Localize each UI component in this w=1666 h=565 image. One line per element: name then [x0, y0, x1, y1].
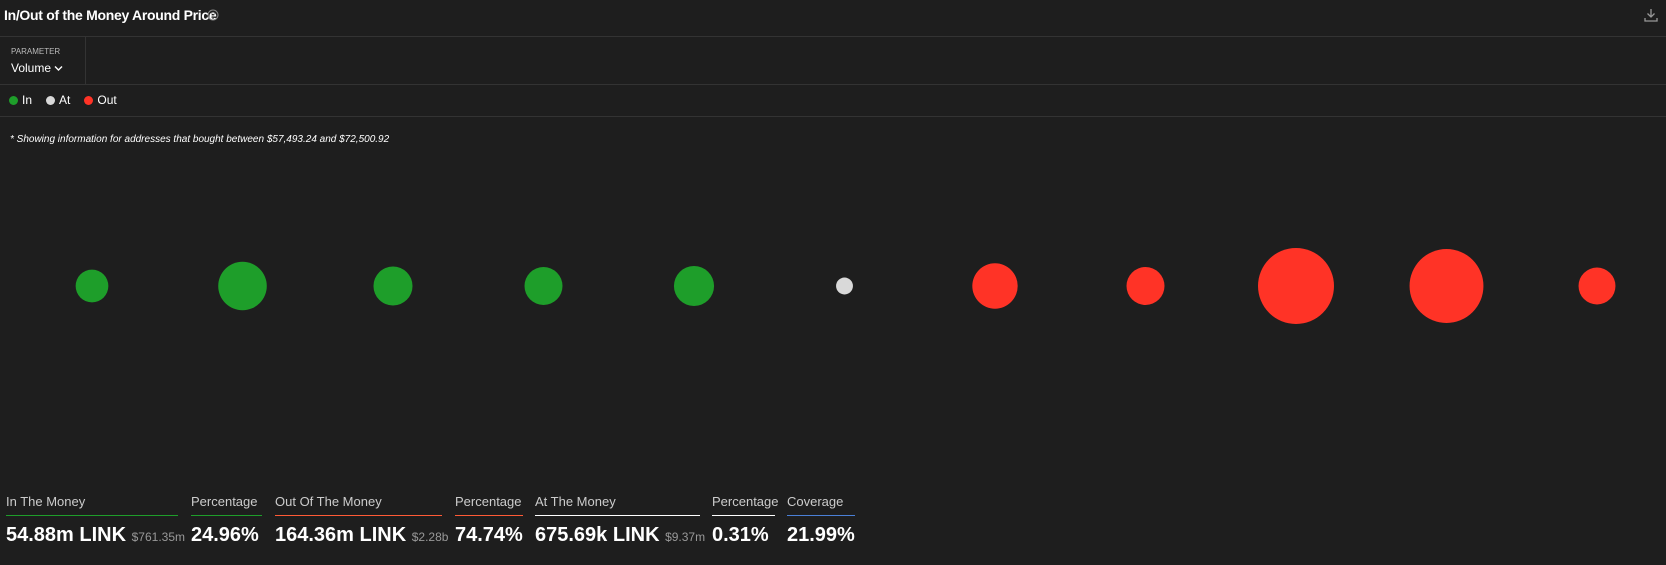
stat-label: Percentage — [455, 494, 523, 516]
legend-label: In — [22, 93, 33, 107]
stat-value-row: 74.74% — [455, 524, 523, 547]
stat-value: 0.31% — [712, 524, 769, 546]
chevron — [54, 66, 63, 71]
stat-value-row: 24.96% — [191, 524, 262, 547]
legend-item: At — [46, 93, 70, 107]
bubble — [1258, 248, 1334, 324]
bubble — [524, 267, 563, 305]
stat: Percentage 0.31% — [712, 494, 779, 547]
stat-value-row: 164.36m LINK $2.28b — [275, 524, 448, 547]
stat-value: 21.99% — [787, 524, 855, 546]
stat-value-row: 0.31% — [712, 524, 775, 547]
parameter-label: PARAMETER — [11, 47, 61, 56]
divider — [85, 36, 86, 84]
bubble — [673, 265, 715, 307]
bubble — [75, 269, 109, 303]
stat: Percentage 24.96% — [191, 494, 262, 547]
stat-value: 74.74% — [455, 524, 523, 546]
stat-label: Percentage — [712, 494, 779, 516]
stat: Out Of The Money 164.36m LINK $2.28b — [275, 494, 448, 547]
stat-label: Out Of The Money — [275, 494, 442, 516]
help-icon[interactable]: ? — [207, 9, 219, 21]
stat: In The Money 54.88m LINK $761.35m — [6, 494, 185, 547]
stat-value-row: 21.99% — [787, 524, 855, 547]
legend-dot — [9, 95, 18, 105]
parameter-dropdown[interactable]: Volume — [11, 61, 63, 75]
stat-value: 164.36m LINK — [275, 524, 407, 546]
stat-value: 54.88m LINK — [6, 524, 127, 546]
divider — [0, 84, 1666, 85]
widget-title: In/Out of the Money Around Price — [4, 7, 217, 23]
bubble — [218, 261, 267, 311]
stat-value: 675.69k LINK — [535, 524, 660, 546]
legend-label: At — [59, 93, 71, 107]
stat-value-row: 54.88m LINK $761.35m — [6, 524, 185, 547]
dropdown-value[interactable]: Volume — [11, 61, 52, 75]
legend-item: Out — [84, 93, 117, 107]
stat-label: Coverage — [787, 494, 855, 516]
stat-value-row: 675.69k LINK $9.37m — [535, 524, 705, 547]
stat-sub: $761.35m — [131, 530, 185, 544]
stat-sub: $2.28b — [411, 530, 449, 544]
stat-label: Percentage — [191, 494, 262, 516]
divider — [0, 116, 1666, 117]
bubble — [373, 266, 413, 306]
stat: At The Money 675.69k LINK $9.37m — [535, 494, 705, 547]
bubble — [1409, 249, 1484, 323]
legend-dot — [84, 95, 94, 105]
stat-value: 24.96% — [191, 524, 259, 546]
svg-text:?: ? — [211, 11, 216, 20]
stat-sub: $9.37m — [665, 530, 706, 544]
note: * Showing information for addresses that… — [10, 134, 390, 145]
legend-item: In — [9, 93, 32, 107]
legend-dot — [46, 95, 56, 105]
download-icon[interactable] — [1644, 8, 1658, 22]
bubble — [836, 277, 853, 295]
bubble — [972, 263, 1018, 309]
stat: Coverage 21.99% — [787, 494, 855, 547]
legend: In At Out — [9, 93, 117, 107]
bubble — [1578, 267, 1616, 305]
divider — [0, 36, 1666, 37]
stat-label: In The Money — [6, 494, 178, 516]
stat-label: At The Money — [535, 494, 700, 516]
legend-label: Out — [97, 93, 117, 107]
stat: Percentage 74.74% — [455, 494, 523, 547]
bubble — [1126, 267, 1165, 305]
bubble-chart — [75, 248, 1616, 324]
